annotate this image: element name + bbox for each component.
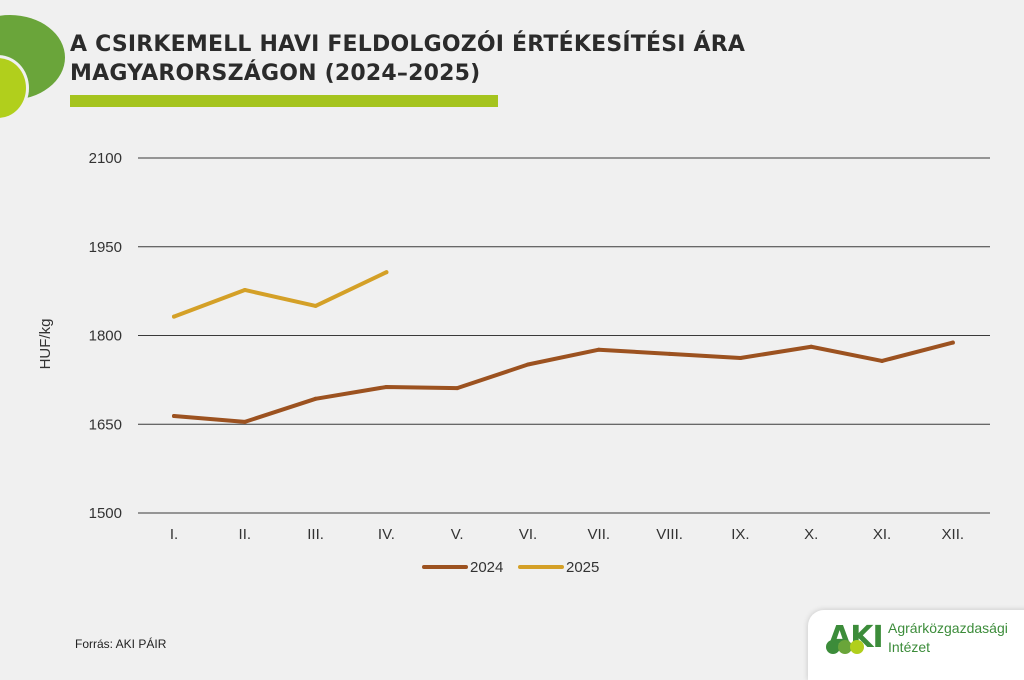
series-lines — [172, 270, 955, 424]
data-point-2024-IV. — [384, 384, 389, 389]
grid-lines — [138, 157, 990, 514]
data-point-2025-I. — [172, 314, 176, 319]
x-tick-label: XI. — [873, 526, 891, 543]
y-tick-label: 1800 — [89, 328, 122, 345]
logo-text-line-2: Intézet — [888, 639, 931, 655]
chart-title: A CSIRKEMELL HAVI FELDOLGOZÓI ÉRTÉKESÍTÉ… — [70, 30, 745, 88]
chart-title-line-1: A CSIRKEMELL HAVI FELDOLGOZÓI ÉRTÉKESÍTÉ… — [70, 32, 746, 57]
x-tick-label: IX. — [731, 526, 749, 543]
x-axis-ticks: I. II. III. IV. V. VI. VII. VIII. IX. X. XI. XII. — [170, 526, 964, 543]
x-tick-label: IV. — [378, 526, 395, 543]
logo-text-line-1: Agrárközgazdasági — [888, 620, 1008, 636]
data-point-2024-II. — [242, 419, 247, 424]
y-tick-label: 1650 — [89, 416, 122, 433]
data-point-2024-VIII. — [667, 351, 672, 356]
legend: 2024 2025 — [422, 559, 599, 576]
x-tick-label: XII. — [942, 526, 965, 543]
data-point-2025-IV. — [384, 270, 389, 275]
data-point-2025-II. — [242, 287, 247, 292]
x-tick-label: X. — [804, 526, 818, 543]
title-underline-bar — [70, 95, 498, 107]
chart-title-line-2: MAGYARORSZÁGON (2024–2025) — [70, 61, 481, 86]
y-tick-label: 1500 — [89, 505, 122, 522]
data-point-2024-XII. — [950, 340, 955, 345]
data-point-2024-III. — [313, 396, 318, 401]
line-chart: 1500 1650 1800 1950 2100 I. II. III. IV. V. VI. VI… — [37, 150, 990, 576]
x-tick-label: VIII. — [656, 526, 683, 543]
data-point-2024-IX. — [738, 355, 743, 360]
legend-label-2024: 2024 — [470, 559, 503, 576]
series-line-2024 — [172, 340, 955, 424]
legend-label-2025: 2025 — [566, 559, 599, 576]
logo-dots-icon — [826, 640, 864, 654]
data-point-2024-VI. — [526, 362, 530, 367]
y-tick-label: 1950 — [89, 239, 122, 256]
x-tick-label: III. — [307, 526, 324, 543]
logo: AKI Agrárközgazdasági Intézet — [808, 610, 1024, 680]
x-tick-label: VI. — [519, 526, 537, 543]
series-line-2025 — [172, 270, 389, 319]
data-point-2024-VII. — [596, 347, 601, 352]
source-note: Forrás: AKI PÁIR — [75, 637, 167, 651]
data-point-2024-I. — [172, 413, 176, 418]
x-tick-label: I. — [170, 526, 178, 543]
data-point-2025-III. — [313, 303, 318, 308]
data-point-2024-XI. — [880, 358, 884, 363]
x-tick-label: VII. — [588, 526, 611, 543]
x-tick-label: V. — [451, 526, 464, 543]
y-tick-label: 2100 — [89, 150, 122, 167]
y-axis-label: HUF/kg — [37, 319, 54, 370]
y-axis-ticks: 1500 1650 1800 1950 2100 — [89, 150, 122, 522]
data-point-2024-V. — [455, 386, 460, 391]
x-tick-label: II. — [239, 526, 252, 543]
data-point-2024-X. — [809, 344, 814, 349]
